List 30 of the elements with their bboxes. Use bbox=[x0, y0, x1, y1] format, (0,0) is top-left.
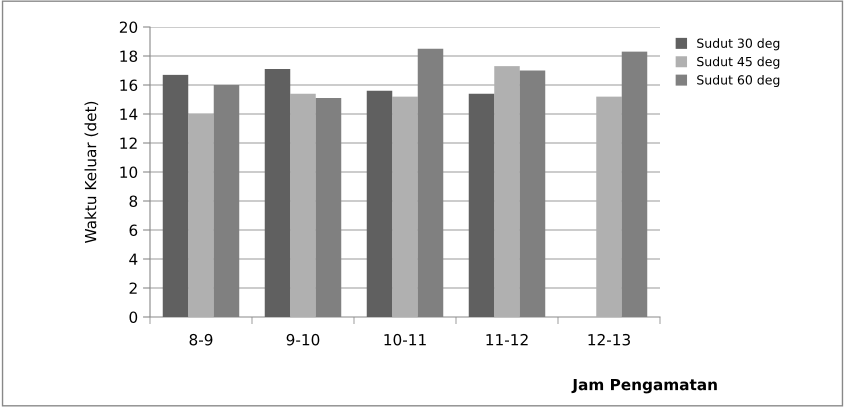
bar bbox=[264, 69, 290, 317]
bar bbox=[392, 96, 418, 317]
y-tick-label: 16 bbox=[120, 79, 138, 92]
y-axis-title: Waktu Keluar (det) bbox=[84, 102, 98, 243]
bar bbox=[188, 114, 214, 317]
y-tick-label: 8 bbox=[130, 195, 138, 208]
y-tick-label: 10 bbox=[120, 166, 138, 178]
x-tick-label: 9-10 bbox=[286, 334, 320, 346]
y-tick-label: 4 bbox=[129, 254, 138, 265]
x-tick-label: 10-11 bbox=[384, 334, 426, 346]
y-tick-label: 2 bbox=[130, 282, 137, 294]
x-tick-label: 11-12 bbox=[486, 334, 528, 346]
bar bbox=[596, 96, 622, 317]
x-axis-title: Jam Pengamatan bbox=[572, 378, 717, 394]
y-tick-label: 20 bbox=[120, 21, 138, 34]
bar bbox=[494, 66, 520, 317]
x-tick-label: 8-9 bbox=[190, 334, 212, 346]
y-tick-label: 12 bbox=[120, 137, 137, 149]
bar bbox=[468, 94, 494, 317]
legend-label: Sudut 30 deg bbox=[697, 38, 780, 50]
legend-label: Sudut 60 deg bbox=[697, 74, 780, 88]
bar bbox=[290, 94, 316, 317]
y-tick-label: 14 bbox=[120, 108, 138, 120]
y-tick-label: 0 bbox=[129, 311, 138, 324]
bar bbox=[162, 74, 188, 317]
legend-label: Sudut 45 deg bbox=[697, 56, 780, 69]
y-tick-label: 6 bbox=[130, 224, 138, 236]
x-tick-label: 12-13 bbox=[588, 334, 630, 346]
y-tick-label: 18 bbox=[120, 50, 138, 62]
bar bbox=[366, 90, 392, 317]
